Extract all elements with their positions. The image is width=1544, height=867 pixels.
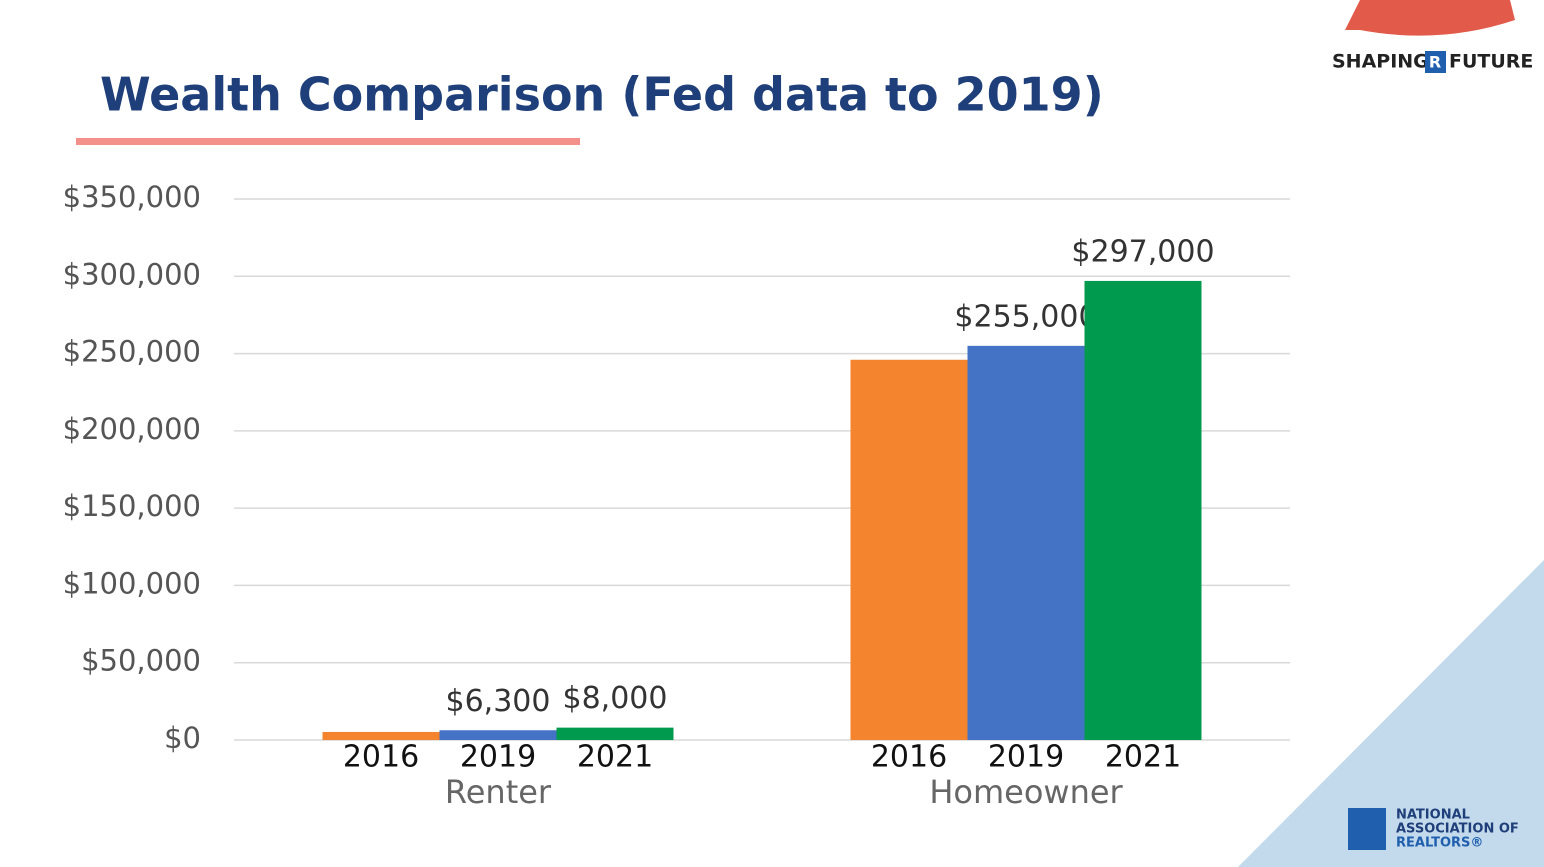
logo-mark-box — [1425, 51, 1446, 73]
bar — [556, 727, 674, 740]
bottom-logo: NATIONAL ASSOCIATION OF REALTORS® — [1348, 808, 1519, 851]
y-tick-label: $100,000 — [63, 566, 201, 600]
corner-decoration — [1238, 560, 1544, 867]
value-label: $255,000 — [954, 299, 1097, 334]
series-label: 2021 — [1105, 740, 1181, 775]
logo-text: SHAPING — [1332, 51, 1429, 73]
value-label: $6,300 — [446, 684, 551, 719]
nar-text: REALTORS® — [1396, 836, 1483, 851]
y-tick-label: $200,000 — [63, 412, 201, 446]
series-label: 2016 — [343, 740, 419, 775]
top-logo: SHAPING R FUTURE — [1332, 0, 1533, 73]
bar — [439, 730, 557, 740]
y-tick-label: $150,000 — [63, 489, 201, 523]
bar — [1084, 280, 1202, 740]
chart-title: Wealth Comparison (Fed data to 2019) — [100, 68, 1104, 122]
nar-mark — [1348, 808, 1386, 850]
logo-text: FUTURE — [1449, 51, 1533, 73]
title-underline — [76, 138, 580, 145]
bar — [967, 345, 1085, 740]
series-label: 2019 — [988, 740, 1064, 775]
logo-mark: R — [1429, 53, 1441, 72]
nar-text: NATIONAL — [1396, 808, 1470, 823]
series-label: 2016 — [871, 740, 947, 775]
x-tick-label: Homeowner — [929, 773, 1123, 811]
y-tick-label: $0 — [164, 721, 201, 755]
y-tick-label: $50,000 — [81, 644, 201, 678]
bar — [322, 731, 440, 740]
series-label: 2021 — [577, 740, 653, 775]
nar-text: ASSOCIATION OF — [1396, 822, 1519, 837]
y-tick-label: $300,000 — [63, 257, 201, 291]
series-label: 2019 — [460, 740, 536, 775]
bar — [850, 359, 968, 740]
y-tick-label: $250,000 — [63, 335, 201, 369]
y-tick-label: $350,000 — [63, 180, 201, 214]
value-label: $8,000 — [563, 681, 668, 716]
logo-shape — [1345, 0, 1515, 36]
x-tick-label: Renter — [445, 773, 552, 811]
value-label: $297,000 — [1071, 234, 1214, 269]
